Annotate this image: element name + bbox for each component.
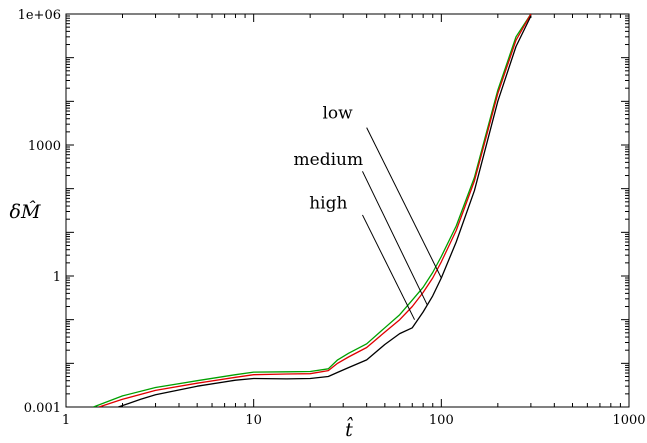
- x-tick-label: 1: [62, 413, 70, 428]
- series-line-medium: [98, 14, 532, 407]
- annotations: low medium high: [294, 104, 442, 320]
- x-tick-label: 100: [429, 413, 454, 428]
- axis-ticks: [65, 14, 629, 408]
- annotation-label-low: low: [322, 104, 353, 124]
- series-line-low: [93, 14, 532, 407]
- y-tick-label: 1: [53, 270, 61, 285]
- annotation-label-medium: medium: [294, 150, 364, 170]
- annotation-leader-medium: [362, 171, 428, 305]
- x-tick-label: 1000: [612, 413, 645, 428]
- x-axis-label: t̂: [345, 416, 353, 441]
- annotation-leader-high: [362, 214, 416, 320]
- y-tick-label: 0.001: [24, 401, 61, 416]
- x-tick-label: 10: [245, 413, 262, 428]
- y-tick-label: 1e+06: [18, 8, 61, 23]
- series-lines: [93, 14, 532, 407]
- series-line-high: [118, 15, 532, 407]
- y-tick-label: 1000: [28, 139, 61, 154]
- annotation-label-high: high: [309, 194, 347, 214]
- annotation-leader-low: [366, 127, 442, 279]
- y-axis-label: δM̂: [10, 201, 41, 223]
- plot-area: [65, 13, 630, 408]
